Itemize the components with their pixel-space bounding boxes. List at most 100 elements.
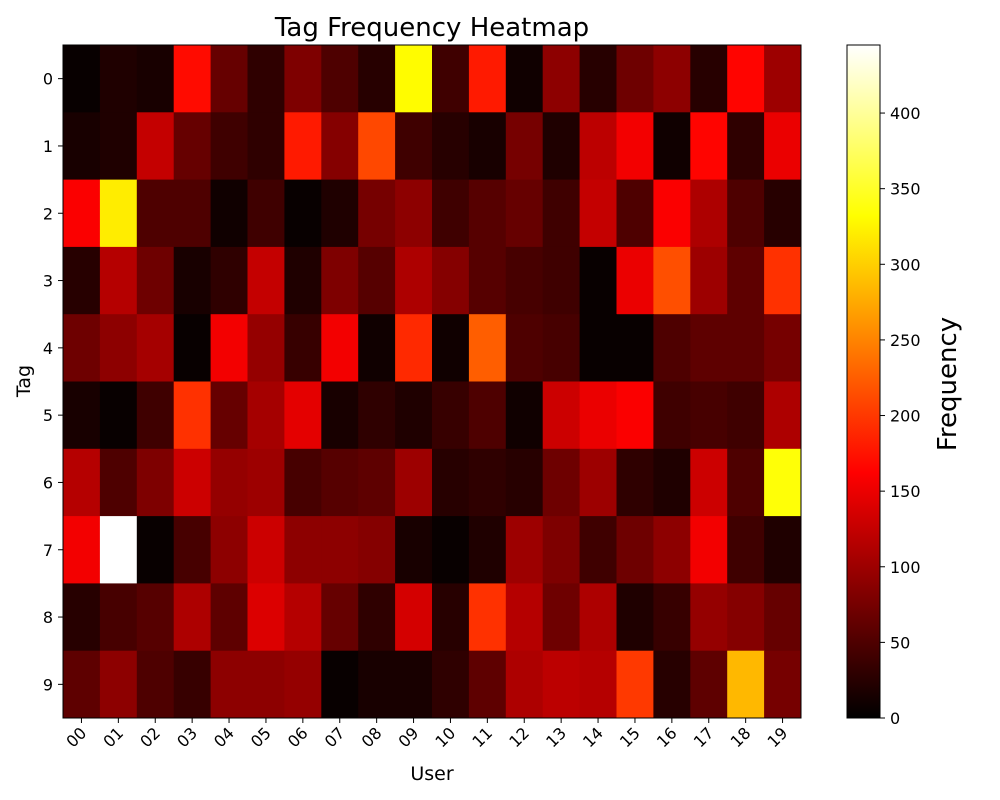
heatmap-cell-tag0-user16 xyxy=(653,45,691,113)
heatmap-cell-tag7-user08 xyxy=(358,516,396,584)
y-axis-ticks: 0 1 2 3 4 5 6 7 8 9 xyxy=(43,70,63,694)
y-tick-label: 5 xyxy=(43,406,53,425)
heatmap-cell-tag5-user17 xyxy=(690,381,728,450)
heatmap-cell-tag5-user05 xyxy=(247,381,285,450)
heatmap-cell-tag8-user11 xyxy=(468,583,507,652)
heatmap-cell-tag4-user13 xyxy=(542,314,581,382)
heatmap-cell-tag7-user02 xyxy=(136,516,175,584)
heatmap-cell-tag8-user18 xyxy=(727,583,765,652)
heatmap-cell-tag5-user01 xyxy=(99,381,138,450)
heatmap-cell-tag9-user06 xyxy=(284,650,322,719)
y-tick-label: 3 xyxy=(43,272,53,291)
x-tick-label: 04 xyxy=(210,723,238,751)
heatmap-cell-tag3-user15 xyxy=(616,246,654,315)
heatmap-cell-tag8-user15 xyxy=(616,583,654,652)
heatmap-cell-tag1-user06 xyxy=(284,112,322,181)
heatmap-cell-tag7-user11 xyxy=(468,516,507,584)
heatmap-cell-tag0-user10 xyxy=(432,45,470,113)
x-tick-label: 16 xyxy=(653,723,681,751)
heatmap-cell-tag0-user03 xyxy=(173,45,212,113)
heatmap-cell-tag2-user16 xyxy=(653,179,691,248)
heatmap-cell-tag3-user01 xyxy=(99,246,138,315)
heatmap-cell-tag3-user12 xyxy=(505,246,544,315)
colorbar-tick-label: 50 xyxy=(890,633,910,652)
heatmap-cell-tag1-user18 xyxy=(727,112,765,181)
heatmap-cell-tag9-user15 xyxy=(616,650,654,719)
heatmap-cell-tag6-user00 xyxy=(63,448,101,517)
heatmap-cell-tag6-user16 xyxy=(653,448,691,517)
x-tick-label: 19 xyxy=(764,723,792,751)
heatmap-cell-tag9-user12 xyxy=(505,650,544,719)
heatmap-cell-tag6-user04 xyxy=(210,448,248,517)
heatmap-cell-tag7-user03 xyxy=(173,516,212,584)
y-tick-label: 8 xyxy=(43,608,53,627)
x-tick-label: 01 xyxy=(99,723,127,751)
heatmap-cell-tag4-user09 xyxy=(395,314,433,382)
heatmap-cell-tag5-user11 xyxy=(468,381,507,450)
heatmap-cell-tag9-user19 xyxy=(764,650,802,719)
heatmap-cell-tag4-user17 xyxy=(690,314,728,382)
heatmap-cell-tag2-user02 xyxy=(136,179,175,248)
heatmap-cell-tag0-user17 xyxy=(690,45,728,113)
heatmap-cell-tag9-user10 xyxy=(432,650,470,719)
heatmap-cell-tag6-user10 xyxy=(432,448,470,517)
heatmap-cell-tag9-user03 xyxy=(173,650,212,719)
heatmap-cell-tag2-user19 xyxy=(764,179,802,248)
heatmap-cell-tag1-user05 xyxy=(247,112,285,181)
heatmap-cell-tag2-user01 xyxy=(99,179,138,248)
heatmap-cell-tag8-user12 xyxy=(505,583,544,652)
heatmap-cell-tag4-user15 xyxy=(616,314,654,382)
heatmap-cell-tag1-user07 xyxy=(321,112,359,181)
heatmap-cell-tag0-user08 xyxy=(358,45,396,113)
x-tick-label: 17 xyxy=(690,723,718,751)
y-tick-label: 0 xyxy=(43,70,53,89)
heatmap-cell-tag3-user14 xyxy=(579,246,617,315)
heatmap-cell-tag7-user10 xyxy=(432,516,470,584)
x-tick-label: 15 xyxy=(616,723,644,751)
heatmap-cell-tag3-user13 xyxy=(542,246,581,315)
heatmap-cell-tag3-user09 xyxy=(395,246,433,315)
heatmap-cell-tag5-user12 xyxy=(505,381,544,450)
heatmap-cell-tag0-user00 xyxy=(63,45,101,113)
heatmap-cell-tag8-user16 xyxy=(653,583,691,652)
heatmap-cell-tag0-user15 xyxy=(616,45,654,113)
heatmap-cell-tag6-user08 xyxy=(358,448,396,517)
heatmap-cell-tag1-user04 xyxy=(210,112,248,181)
heatmap-cell-tag4-user18 xyxy=(727,314,765,382)
heatmap-cell-tag6-user06 xyxy=(284,448,322,517)
heatmap-cell-tag4-user08 xyxy=(358,314,396,382)
heatmap-cell-tag7-user17 xyxy=(690,516,728,584)
heatmap-cell-tag0-user19 xyxy=(764,45,802,113)
heatmap-cell-tag7-user15 xyxy=(616,516,654,584)
x-tick-label: 10 xyxy=(431,723,459,751)
x-tick-label: 12 xyxy=(505,723,533,751)
heatmap-cell-tag7-user07 xyxy=(321,516,359,584)
heatmap-cell-tag7-user19 xyxy=(764,516,802,584)
heatmap-cell-tag9-user02 xyxy=(136,650,175,719)
heatmap-cell-tag6-user01 xyxy=(99,448,138,517)
heatmap-cell-tag1-user16 xyxy=(653,112,691,181)
heatmap-cell-tag5-user07 xyxy=(321,381,359,450)
heatmap-cells xyxy=(63,45,802,719)
heatmap-cell-tag7-user00 xyxy=(63,516,101,584)
heatmap-cell-tag1-user11 xyxy=(468,112,507,181)
heatmap-cell-tag0-user01 xyxy=(99,45,138,113)
heatmap-cell-tag9-user17 xyxy=(690,650,728,719)
colorbar-tick-label: 400 xyxy=(890,104,921,123)
heatmap-cell-tag2-user12 xyxy=(505,179,544,248)
heatmap-cell-tag7-user18 xyxy=(727,516,765,584)
heatmap-cell-tag2-user07 xyxy=(321,179,359,248)
heatmap-cell-tag6-user12 xyxy=(505,448,544,517)
chart-title: Tag Frequency Heatmap xyxy=(274,13,589,43)
y-tick-label: 6 xyxy=(43,473,53,492)
heatmap-cell-tag0-user11 xyxy=(468,45,507,113)
heatmap-cell-tag5-user10 xyxy=(432,381,470,450)
heatmap-cell-tag9-user14 xyxy=(579,650,617,719)
x-tick-label: 14 xyxy=(579,723,607,751)
heatmap-cell-tag8-user01 xyxy=(99,583,138,652)
heatmap-cell-tag9-user13 xyxy=(542,650,581,719)
heatmap-cell-tag0-user13 xyxy=(542,45,581,113)
colorbar-tick-label: 0 xyxy=(890,709,900,728)
heatmap-cell-tag4-user16 xyxy=(653,314,691,382)
heatmap-cell-tag4-user10 xyxy=(432,314,470,382)
